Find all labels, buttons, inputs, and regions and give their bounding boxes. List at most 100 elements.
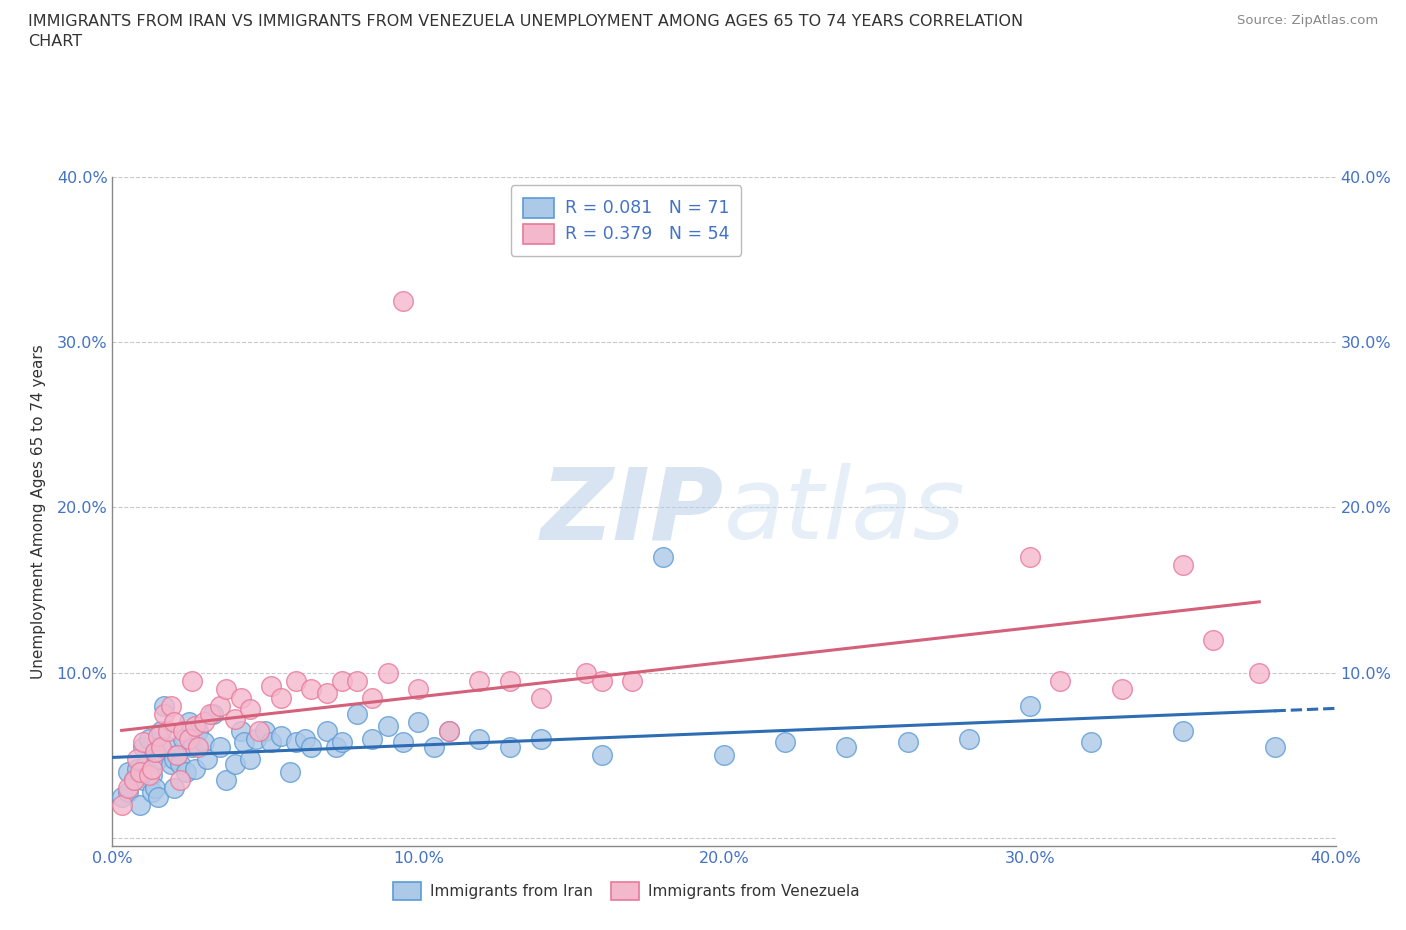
Point	[284, 735, 308, 750]
Legend: Immigrants from Iran, Immigrants from Venezuela: Immigrants from Iran, Immigrants from Ve…	[387, 876, 866, 906]
Point	[143, 745, 166, 760]
Point	[499, 673, 522, 688]
Point	[193, 715, 215, 730]
Point	[1264, 739, 1286, 754]
Point	[1202, 632, 1225, 647]
Point	[377, 718, 399, 733]
Point	[330, 735, 353, 750]
Point	[163, 781, 186, 796]
Point	[1018, 698, 1040, 713]
Point	[129, 798, 152, 813]
Point	[1018, 550, 1040, 565]
Point	[153, 698, 176, 713]
Point	[377, 665, 399, 680]
Point	[163, 715, 186, 730]
Point	[132, 739, 155, 754]
Point	[260, 679, 283, 694]
Point	[125, 761, 148, 776]
Point	[468, 673, 491, 688]
Text: Source: ZipAtlas.com: Source: ZipAtlas.com	[1237, 14, 1378, 27]
Point	[408, 682, 430, 697]
Point	[408, 715, 430, 730]
Point	[530, 690, 553, 705]
Point	[125, 751, 148, 766]
Point	[169, 773, 191, 788]
Point	[330, 673, 353, 688]
Point	[148, 728, 170, 743]
Point	[163, 751, 186, 766]
Point	[239, 701, 262, 716]
Point	[143, 781, 166, 796]
Point	[172, 731, 194, 746]
Point	[150, 739, 173, 754]
Point	[299, 682, 322, 697]
Point	[141, 768, 163, 783]
Point	[260, 735, 283, 750]
Point	[254, 724, 277, 738]
Point	[135, 756, 157, 771]
Point	[187, 724, 209, 738]
Text: atlas: atlas	[724, 463, 966, 560]
Text: IMMIGRANTS FROM IRAN VS IMMIGRANTS FROM VENEZUELA UNEMPLOYMENT AMONG AGES 65 TO : IMMIGRANTS FROM IRAN VS IMMIGRANTS FROM …	[28, 14, 1024, 48]
Point	[181, 739, 204, 754]
Point	[392, 735, 415, 750]
Point	[122, 773, 145, 788]
Point	[325, 739, 347, 754]
Point	[177, 715, 200, 730]
Point	[897, 735, 920, 750]
Point	[224, 711, 246, 726]
Point	[224, 756, 246, 771]
Point	[166, 748, 188, 763]
Point	[1111, 682, 1133, 697]
Point	[233, 735, 256, 750]
Point	[1249, 665, 1271, 680]
Point	[181, 673, 204, 688]
Point	[270, 728, 292, 743]
Point	[229, 724, 252, 738]
Point	[835, 739, 858, 754]
Point	[159, 698, 181, 713]
Point	[141, 761, 163, 776]
Y-axis label: Unemployment Among Ages 65 to 74 years: Unemployment Among Ages 65 to 74 years	[31, 344, 45, 679]
Point	[1171, 558, 1194, 573]
Point	[117, 784, 139, 799]
Point	[184, 761, 207, 776]
Point	[208, 698, 231, 713]
Point	[214, 682, 236, 697]
Point	[166, 748, 188, 763]
Point	[315, 685, 337, 700]
Point	[214, 773, 236, 788]
Point	[141, 784, 163, 799]
Point	[195, 751, 218, 766]
Point	[117, 781, 139, 796]
Point	[159, 756, 181, 771]
Point	[245, 731, 267, 746]
Point	[148, 751, 170, 766]
Point	[1080, 735, 1102, 750]
Point	[270, 690, 292, 705]
Point	[239, 751, 262, 766]
Point	[361, 690, 384, 705]
Point	[652, 550, 675, 565]
Point	[392, 293, 415, 308]
Point	[148, 790, 170, 804]
Point	[174, 764, 197, 779]
Point	[1049, 673, 1071, 688]
Point	[202, 707, 225, 722]
Point	[299, 739, 322, 754]
Point	[138, 731, 160, 746]
Point	[422, 739, 444, 754]
Point	[957, 731, 980, 746]
Point	[184, 718, 207, 733]
Point	[138, 768, 160, 783]
Point	[361, 731, 384, 746]
Point	[591, 748, 613, 763]
Point	[169, 756, 191, 771]
Point	[530, 731, 553, 746]
Point	[156, 739, 179, 754]
Point	[1171, 724, 1194, 738]
Point	[111, 798, 134, 813]
Point	[284, 673, 308, 688]
Point	[193, 735, 215, 750]
Point	[315, 724, 337, 738]
